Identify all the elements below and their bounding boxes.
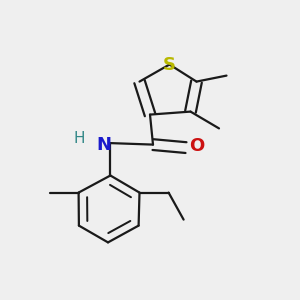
Text: S: S (163, 56, 176, 74)
Text: H: H (74, 131, 85, 146)
Text: O: O (189, 137, 204, 155)
Text: N: N (96, 136, 111, 154)
